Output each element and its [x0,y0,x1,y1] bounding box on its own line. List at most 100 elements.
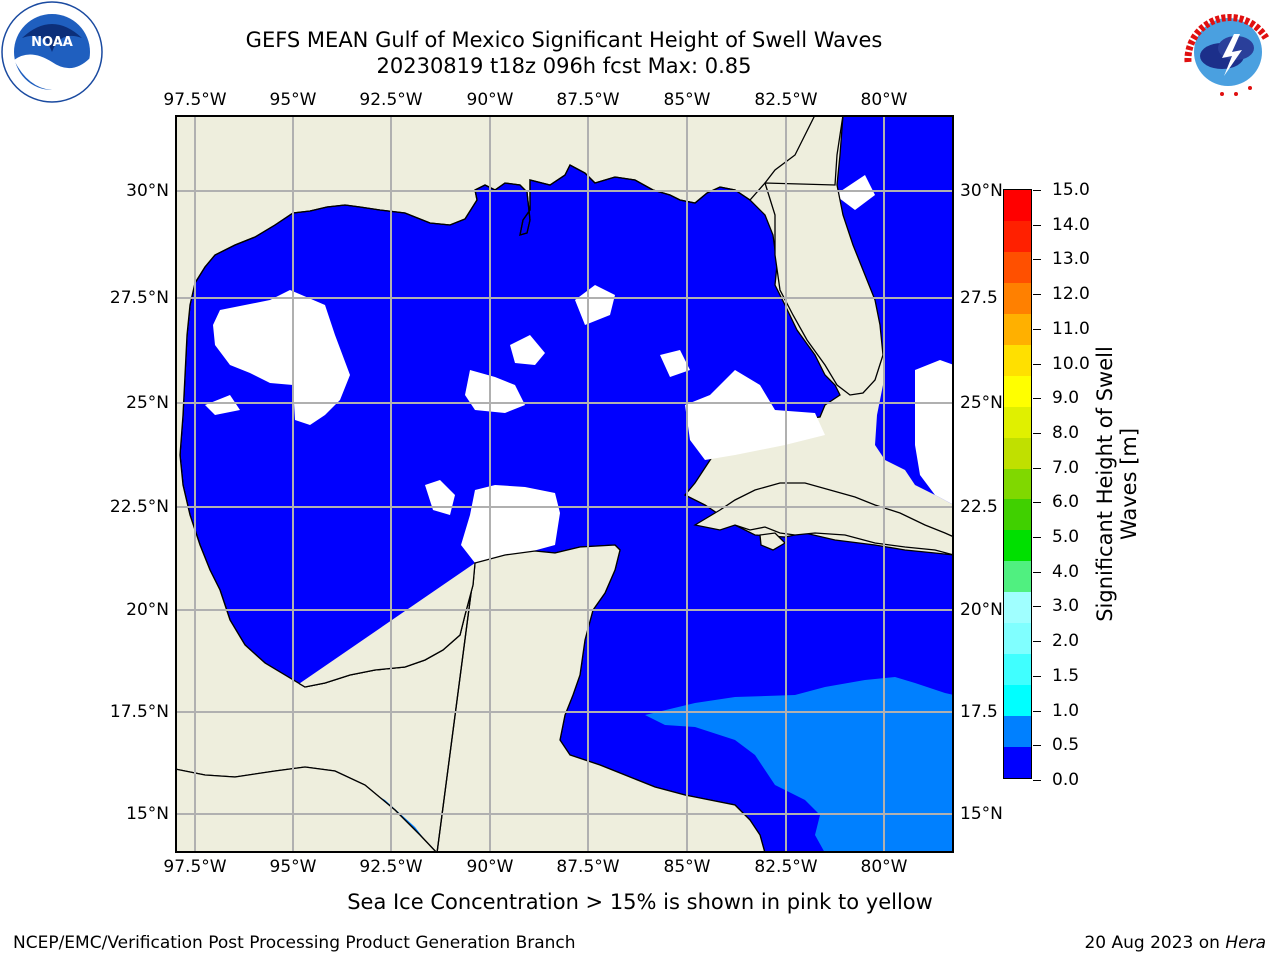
colorbar-tick-label: 5.0 [1052,527,1080,548]
colorbar-tick [1033,537,1041,539]
cuba-land [693,482,954,556]
colorbar-tick [1033,467,1041,469]
central-america-land [175,544,766,853]
colorbar-tick-label: 6.0 [1052,492,1080,513]
colorbar-tick-label: 0.5 [1052,735,1080,756]
colorbar-tick-label: 9.0 [1052,388,1080,409]
lat-label-right: 20°N [960,600,1003,620]
colorbar-segment [1004,313,1031,345]
svg-text:NOAA: NOAA [31,35,73,50]
colorbar-segment [1004,591,1031,624]
colorbar-tick-label: 7.0 [1052,457,1080,478]
lat-label-right: 22.5 [960,497,998,517]
colorbar-tick [1033,432,1041,434]
lat-label-right: 17.5 [960,702,998,722]
page-title: GEFS MEAN Gulf of Mexico Significant Hei… [245,28,883,52]
lat-label-left: 25°N [126,393,169,413]
footer-credit: NCEP/EMC/Verification Post Processing Pr… [13,933,576,953]
colorbar-tick [1033,502,1041,504]
noaa-logo: NOAA [1,1,103,103]
swell-0-5-area [645,677,954,853]
colorbar-tick-label: 4.0 [1052,561,1080,582]
colorbar-segment [1004,220,1031,252]
map-gridlines [175,115,954,853]
missing-data-patches [205,175,954,563]
forecast-subtitle: 20230819 t18z 096h fcst Max: 0.85 [376,54,752,78]
colorbar-segment [1004,468,1031,500]
lon-label-bottom: 80°W [860,857,908,877]
lon-label-top: 80°W [860,90,908,110]
colorbar-tick-label: 1.5 [1052,665,1080,686]
colorbar-tick [1033,641,1041,643]
lon-label-top: 90°W [466,90,514,110]
colorbar-tick [1033,328,1041,330]
lat-label-left: 20°N [126,600,169,620]
lon-label-top: 97.5°W [163,90,227,110]
colorbar-segment [1004,498,1031,531]
colorbar-tick-label: 3.0 [1052,596,1080,617]
colorbar-segment [1004,529,1031,562]
lon-label-top: 95°W [269,90,317,110]
colorbar-segment [1004,406,1031,438]
colorbar-segment [1004,251,1031,283]
colorbar-tick [1033,190,1041,191]
colorbar-tick [1033,363,1041,365]
colorbar-segment [1004,653,1031,686]
colorbar-tick-label: 12.0 [1052,284,1090,305]
lat-label-right: 25°N [960,393,1003,413]
lon-label-bottom: 90°W [466,857,514,877]
footer-date: 20 Aug 2023 on Hera [1084,933,1266,953]
colorbar [1003,189,1032,779]
colorbar-tick-label: 10.0 [1052,353,1090,374]
national-weather-service-logo [1179,3,1277,101]
lat-label-left: 17.5°N [109,702,169,722]
lat-label-right: 27.5 [960,288,998,308]
lon-label-top: 82.5°W [754,90,818,110]
colorbar-segment [1004,344,1031,376]
lon-label-top: 87.5°W [556,90,620,110]
colorbar-tick [1033,606,1041,608]
lat-label-left: 15°N [126,804,169,824]
colorbar-segment [1004,437,1031,469]
colorbar-tick [1033,571,1041,573]
colorbar-tick-label: 11.0 [1052,318,1090,339]
colorbar-title: Significant Height of Swell Waves [m] [1093,346,1141,622]
colorbar-segment [1004,375,1031,407]
colorbar-segment [1004,282,1031,314]
colorbar-tick [1033,259,1041,261]
colorbar-tick [1033,780,1041,781]
colorbar-tick [1033,398,1041,400]
colorbar-segment [1004,622,1031,655]
map-frame [175,115,954,853]
lat-label-right: 15°N [960,804,1003,824]
colorbar-segment [1004,189,1031,221]
colorbar-tick-label: 13.0 [1052,249,1090,270]
colorbar-tick-label: 2.0 [1052,631,1080,652]
lon-label-top: 85°W [663,90,711,110]
colorbar-tick-label: 14.0 [1052,214,1090,235]
colorbar-tick [1033,294,1041,296]
lon-label-bottom: 82.5°W [754,857,818,877]
lat-label-right: 30°N [960,181,1003,201]
colorbar-tick-label: 0.0 [1052,770,1080,790]
colorbar-tick [1033,675,1041,677]
lon-label-bottom: 97.5°W [163,857,227,877]
lat-label-left: 30°N [126,181,169,201]
colorbar-segment [1004,746,1031,778]
colorbar-tick [1033,745,1041,747]
colorbar-tick-label: 1.0 [1052,700,1080,721]
colorbar-segment [1004,715,1031,748]
colorbar-segment [1004,684,1031,717]
lat-label-left: 27.5°N [109,288,169,308]
lon-label-bottom: 92.5°W [359,857,423,877]
lon-label-bottom: 95°W [269,857,317,877]
colorbar-tick [1033,710,1041,712]
lon-label-bottom: 87.5°W [556,857,620,877]
sea-ice-note: Sea Ice Concentration > 15% is shown in … [347,890,933,914]
lon-label-bottom: 85°W [663,857,711,877]
colorbar-tick-label: 15.0 [1052,180,1090,200]
lon-label-top: 92.5°W [359,90,423,110]
colorbar-tick [1033,224,1041,226]
gulf-of-mexico-swell-map [175,115,954,853]
colorbar-segment [1004,560,1031,593]
